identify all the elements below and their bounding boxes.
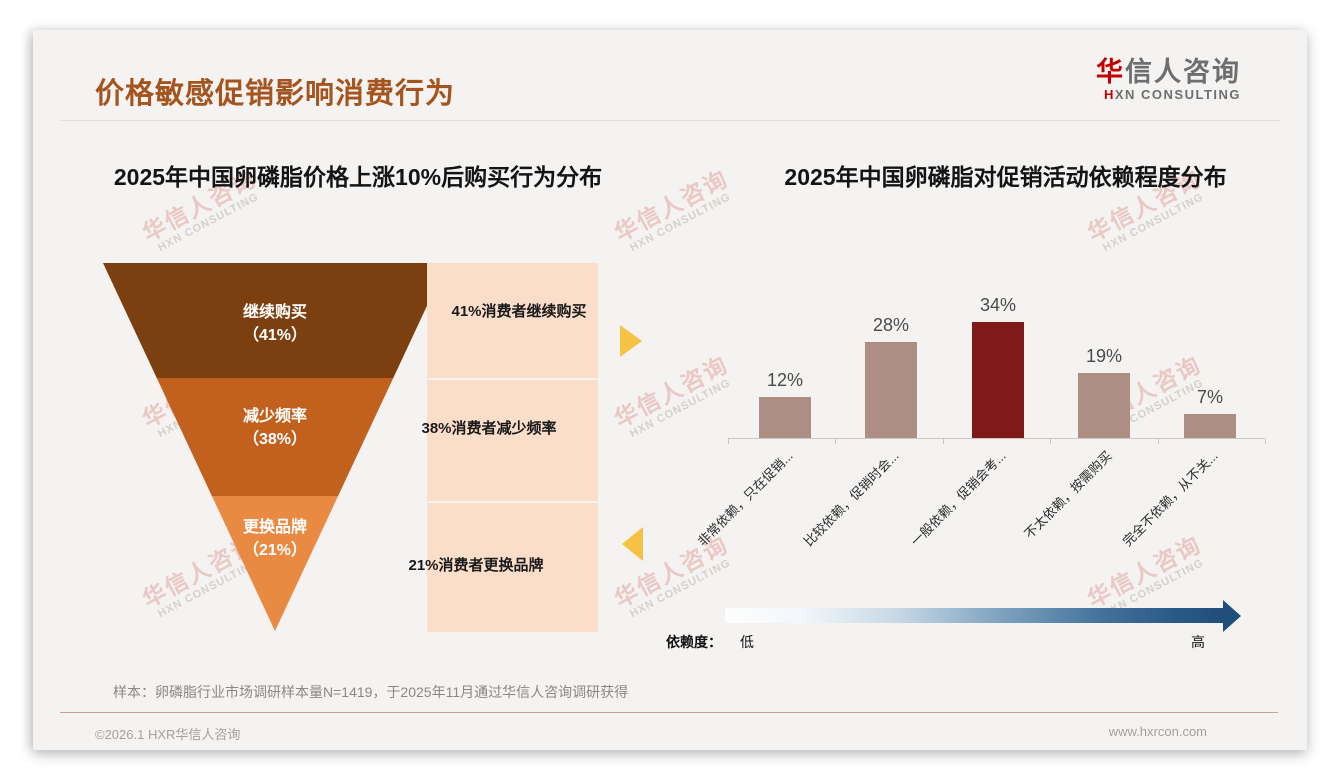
left-arrow-icon [622,527,643,561]
x-axis-tick [1265,439,1266,444]
funnel-chart-title: 2025年中国卵磷脂价格上涨10%后购买行为分布 [113,164,603,190]
bar-value-label: 34% [979,295,1017,315]
bar-5 [1184,414,1236,438]
logo-english-text: HXN CONSULTING [1103,86,1241,102]
funnel-segment-2-label: 减少频率 （38%） [242,408,308,448]
funnel-annotation-panel-1 [427,263,598,378]
bar-2 [865,342,917,438]
watermark-en-text: HXN CONSULTING [628,377,733,441]
bar-3 [972,322,1024,438]
footer-website: www.hxrcon.com [1108,724,1207,739]
x-axis-tick [1050,439,1052,444]
watermark-en-text: HXN CONSULTING [156,191,261,255]
watermark-en-text: HXN CONSULTING [1101,191,1206,255]
bar-value-label: 12% [766,370,804,390]
watermark-cn-text: 华信人咨询 [610,350,733,433]
bar-4 [1078,373,1130,438]
funnel-annotation-panel-3 [427,503,598,632]
dependency-arrowhead-icon [1223,600,1241,632]
bar-value-label: 19% [1085,346,1123,366]
x-axis-tick [728,439,729,444]
funnel-segment-3-label: 更换品牌 （21%） [242,519,308,559]
funnel-annotation-panel-2 [427,380,598,501]
funnel-annotation-1: 41%消费者继续购买 [451,303,587,320]
right-arrow-icon [620,325,642,357]
x-axis-tick [835,439,837,444]
dependency-low-label: 低 [740,634,754,650]
page-title: 价格敏感促销影响消费行为 [95,78,456,110]
slide-card: 华信人咨询 HXN CONSULTING 华信人咨询 HXN CONSULTING 华信… [33,30,1307,750]
funnel-segment-1-label: 继续购买 （41%） [242,304,308,344]
funnel-chart: 继续购买 （41%） 减少频率 （38%） 更换品牌 （21%） [103,263,447,631]
sample-footnote: 样本：卵磷脂行业市场调研样本量N=1419，于2025年11月通过华信人咨询调研… [113,684,629,700]
watermark-en-text: HXN CONSULTING [628,191,733,255]
funnel-annotation-3: 21%消费者更换品牌 [408,557,544,574]
dependency-axis-label: 依赖度： [666,634,722,650]
bar-chart-x-axis [728,438,1265,439]
dependency-high-label: 高 [1191,634,1205,650]
funnel-annotation-2: 38%消费者减少频率 [421,420,557,437]
dependency-gradient-bar [725,608,1223,623]
bar-chart-title: 2025年中国卵磷脂对促销活动依赖程度分布 [784,164,1227,190]
bar-value-label: 28% [872,315,910,335]
bar-value-label: 7% [1196,387,1224,407]
footer-divider [60,712,1278,713]
bar-1 [759,397,811,438]
header-divider [60,120,1280,121]
footer-copyright: ©2026.1 HXR华信人咨询 [95,727,241,742]
x-axis-tick [1157,439,1159,444]
company-logo: 华信人咨询 HXN CONSULTING [1096,57,1241,102]
funnel-segment-1 [103,263,447,378]
x-axis-tick [942,439,944,444]
logo-chinese-text: 华信人咨询 [1096,57,1241,87]
